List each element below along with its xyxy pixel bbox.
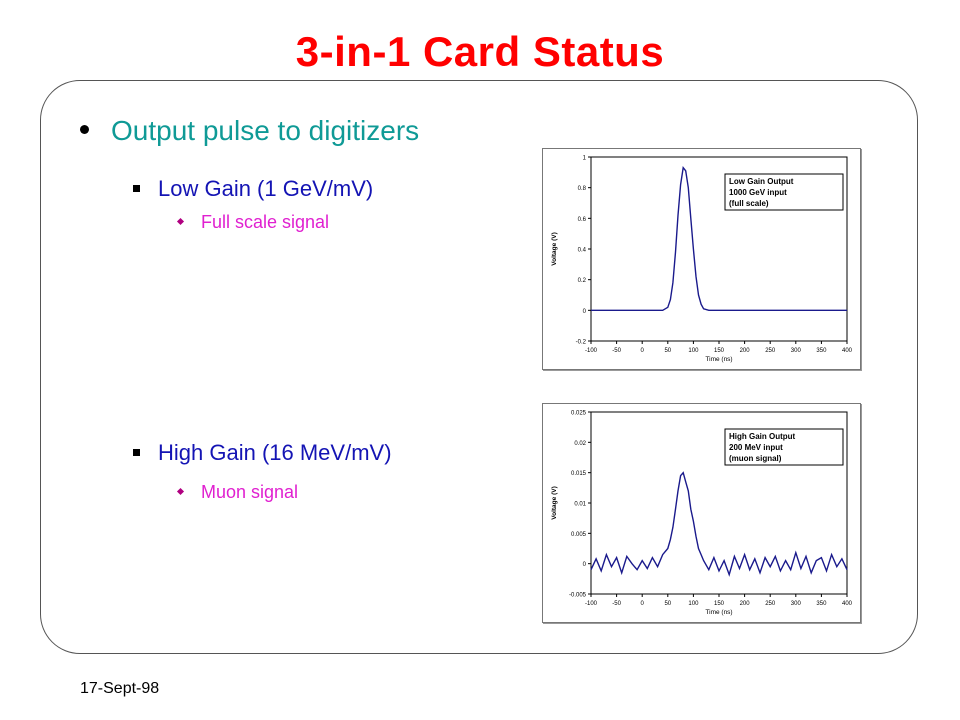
y-tick-label: 0 [583, 562, 587, 568]
annotation-line: 200 MeV input [729, 443, 783, 452]
x-tick-label: 300 [791, 601, 802, 607]
bullet-output-pulse: Output pulse to digitizers [80, 115, 419, 147]
x-tick-label: 350 [816, 601, 827, 607]
y-tick-label: 0.005 [571, 532, 587, 538]
annotation-line: Low Gain Output [729, 177, 794, 186]
x-tick-label: -100 [585, 601, 598, 607]
bullet-muon-signal: Muon signal [176, 482, 299, 503]
diamond-bullet-icon [176, 487, 185, 495]
y-tick-label: 0.025 [571, 411, 587, 417]
y-tick-label: 0.2 [578, 278, 587, 284]
bullet-full-scale: Full scale signal [176, 212, 330, 233]
x-tick-label: 150 [714, 348, 725, 354]
slide-title: 3-in-1 Card Status [295, 28, 665, 75]
x-tick-label: 200 [740, 601, 751, 607]
bullet-output-pulse-text: Output pulse to digitizers [111, 115, 420, 146]
high-gain-chart: -0.005 0 0.005 0.01 0.015 0.02 0.025 -100 -50 0 50… [551, 411, 853, 617]
x-tick-label: -50 [612, 601, 621, 607]
annotation-box [724, 428, 844, 466]
annotation-line: (full scale) [729, 199, 769, 208]
annotation-box [724, 173, 844, 211]
x-tick-label: 400 [842, 601, 853, 607]
low-gain-chart: -0.2 0 0.2 0.4 0.6 0.8 1 -100 -50 0 50 100 150 200 250… [551, 156, 853, 364]
y-tick-label: 0.02 [574, 441, 586, 447]
diamond-bullet-icon [176, 217, 185, 225]
x-tick-label: 400 [842, 348, 853, 354]
annotation-line: 1000 GeV input [729, 188, 787, 197]
y-tick-label: -0.005 [569, 593, 587, 599]
x-tick-label: -100 [585, 348, 598, 354]
y-tick-label: 1 [583, 156, 587, 162]
x-tick-label: -50 [612, 348, 621, 354]
square-bullet-icon [133, 448, 140, 456]
round-bullet-icon [80, 125, 89, 135]
footer-date: 17-Sept-98 [80, 680, 160, 697]
y-tick-label: 0.4 [578, 248, 587, 254]
y-tick-label: 0.8 [578, 186, 587, 192]
y-tick-label: -0.2 [576, 340, 587, 346]
y-tick-label: 0.6 [578, 217, 587, 223]
y-axis-label: Voltage (V) [551, 486, 558, 519]
y-tick-label: 0 [583, 309, 587, 315]
square-bullet-icon [133, 184, 140, 192]
y-tick-label: 0.015 [571, 471, 587, 477]
x-tick-label: 200 [740, 348, 751, 354]
annotation-line: (muon signal) [729, 454, 782, 463]
x-tick-label: 250 [765, 601, 776, 607]
bullet-high-gain-text: High Gain (16 MeV/mV) [158, 440, 392, 465]
x-axis-label: Time (ns) [705, 609, 732, 616]
low-gain-chart-box: -0.2 0 0.2 0.4 0.6 0.8 1 -100 -50 0 50 100 150 200 250… [542, 148, 861, 370]
high-gain-chart-box: -0.005 0 0.005 0.01 0.015 0.02 0.025 -100 -50 0 50… [542, 403, 861, 623]
bullet-low-gain: Low Gain (1 GeV/mV) [133, 176, 373, 202]
bullet-full-scale-text: Full scale signal [201, 212, 330, 232]
x-tick-label: 100 [688, 348, 699, 354]
x-tick-label: 0 [641, 601, 645, 607]
x-tick-label: 50 [664, 601, 671, 607]
x-tick-label: 50 [664, 348, 671, 354]
x-tick-label: 0 [641, 348, 645, 354]
series-line [590, 471, 848, 577]
y-tick-label: 0.01 [574, 502, 586, 508]
x-tick-label: 350 [816, 348, 827, 354]
x-tick-label: 100 [688, 601, 699, 607]
bullet-high-gain: High Gain (16 MeV/mV) [133, 440, 392, 466]
series-line [591, 166, 847, 312]
content-frame [40, 80, 918, 654]
x-tick-label: 250 [765, 348, 776, 354]
y-axis-label: Voltage (V) [551, 232, 558, 265]
annotation-line: High Gain Output [729, 432, 796, 441]
bullet-low-gain-text: Low Gain (1 GeV/mV) [158, 176, 374, 201]
bullet-muon-signal-text: Muon signal [201, 482, 299, 502]
x-tick-label: 300 [791, 348, 802, 354]
x-tick-label: 150 [714, 601, 725, 607]
x-axis-label: Time (ns) [705, 356, 732, 363]
